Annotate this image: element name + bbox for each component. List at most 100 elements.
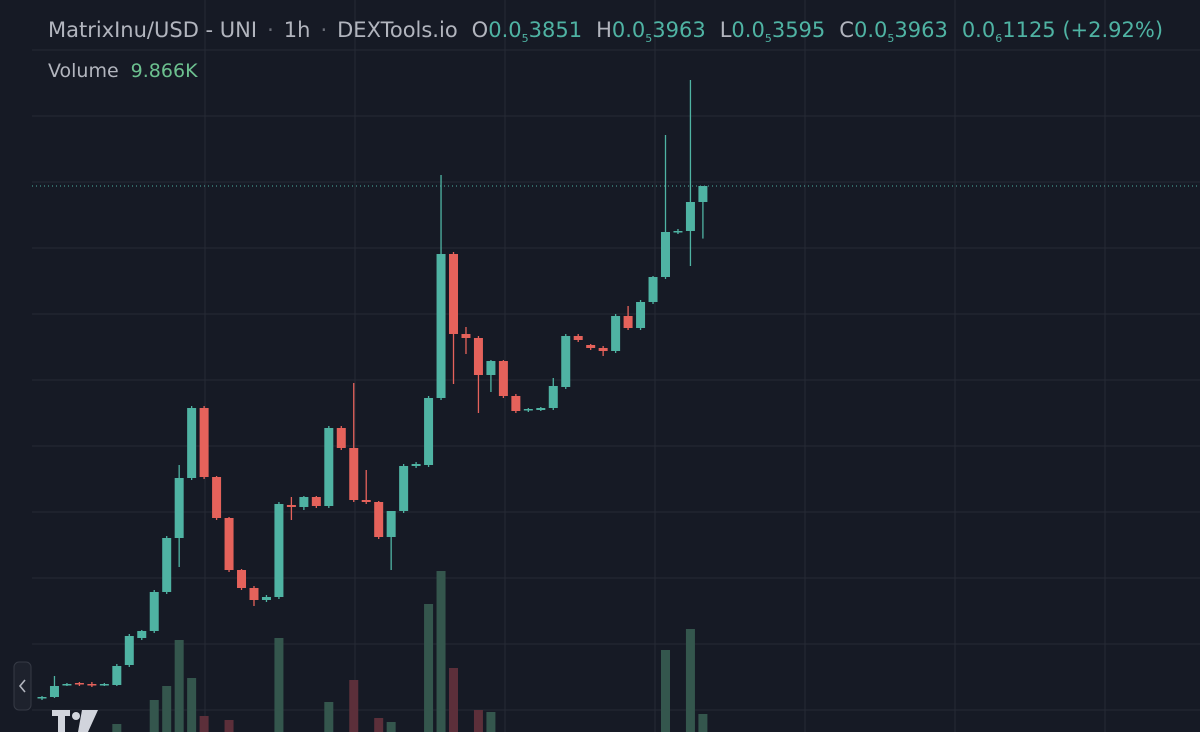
change-zeros: 6 bbox=[995, 32, 1003, 45]
candle-body bbox=[661, 232, 670, 277]
candle-body bbox=[386, 511, 396, 537]
candle-body bbox=[623, 316, 633, 328]
ohlc-item: H0.053963 bbox=[596, 18, 706, 45]
candle-body bbox=[162, 538, 172, 592]
change-lead: 0.0 bbox=[961, 18, 996, 42]
candle-body bbox=[461, 334, 471, 338]
candle-body bbox=[586, 345, 596, 348]
change-digits: 1125 bbox=[1002, 18, 1056, 42]
volume-bar bbox=[449, 668, 459, 732]
volume-bar bbox=[349, 680, 359, 732]
symbol: MatrixInu/USD - UNI bbox=[48, 18, 258, 42]
volume-bar bbox=[661, 650, 670, 732]
candle-body bbox=[361, 500, 371, 502]
volume-bar bbox=[199, 716, 209, 732]
change: 0.061125 (+2.92%) bbox=[962, 18, 1163, 45]
volume-bar bbox=[386, 722, 396, 732]
volume-bar bbox=[187, 678, 197, 732]
separator: · bbox=[267, 18, 274, 42]
volume-bar bbox=[324, 702, 334, 732]
volume-bar bbox=[436, 571, 446, 732]
ohlc-label: H bbox=[596, 18, 612, 42]
candle-body bbox=[498, 361, 508, 396]
candle-body bbox=[187, 408, 197, 478]
ohlc-digits: 3851 bbox=[528, 18, 583, 42]
candle-body bbox=[473, 338, 483, 375]
candle-body bbox=[399, 466, 409, 511]
volume-bar bbox=[162, 686, 172, 732]
candle-body bbox=[511, 396, 521, 411]
candle-body bbox=[124, 636, 134, 665]
separator: · bbox=[320, 18, 328, 42]
price-grid bbox=[32, 49, 1200, 711]
logo-part bbox=[72, 712, 80, 720]
source: DEXTools.io bbox=[337, 18, 458, 42]
candle-body bbox=[636, 302, 646, 328]
scroll-button[interactable] bbox=[13, 661, 32, 711]
ohlc-lead: 0.0 bbox=[853, 18, 888, 42]
ohlc-lead: 0.0 bbox=[488, 18, 522, 42]
ohlc-label: O bbox=[471, 18, 489, 42]
candle-body bbox=[436, 254, 446, 398]
candle-body bbox=[673, 231, 683, 233]
ohlc-lead: 0.0 bbox=[611, 18, 646, 42]
candle-body bbox=[224, 518, 234, 570]
volume-bars bbox=[112, 571, 708, 732]
candle-body bbox=[449, 254, 459, 334]
ohlc-item: L0.053595 bbox=[720, 18, 826, 45]
candle-body bbox=[548, 386, 558, 408]
ohlc-zeros: 5 bbox=[887, 32, 895, 45]
volume-bar bbox=[274, 638, 284, 732]
candle-body bbox=[261, 597, 271, 600]
candle-body bbox=[112, 666, 122, 685]
change-percent: (+2.92%) bbox=[1062, 18, 1164, 42]
ohlc-values: O0.053851 H0.053963 L0.053595 C0.053963 bbox=[458, 18, 948, 45]
volume-bar bbox=[174, 640, 184, 732]
candle-body bbox=[349, 448, 359, 500]
ohlc-lead: 0.0 bbox=[731, 18, 765, 42]
candle-body bbox=[299, 497, 309, 507]
candle-body bbox=[561, 336, 571, 387]
ohlc-digits: 3963 bbox=[894, 18, 948, 42]
ohlc-label: C bbox=[839, 18, 854, 42]
candle-body bbox=[137, 631, 147, 638]
candle-body bbox=[149, 592, 159, 631]
time-grid bbox=[204, 0, 1106, 732]
candle-body bbox=[698, 186, 708, 202]
candle-body bbox=[274, 504, 284, 597]
tv-logo bbox=[52, 710, 98, 732]
chevron-icon bbox=[18, 679, 26, 693]
candle-body bbox=[199, 408, 209, 477]
volume-label: Volume bbox=[48, 60, 119, 82]
candle-body bbox=[74, 683, 84, 685]
volume-bar bbox=[374, 718, 384, 732]
candle-body bbox=[486, 361, 496, 375]
candle-body bbox=[374, 502, 384, 537]
interval: 1h bbox=[283, 18, 311, 42]
ohlc-digits: 3963 bbox=[652, 18, 706, 42]
volume-bar bbox=[685, 629, 695, 732]
volume-bar bbox=[473, 710, 483, 732]
logo-part bbox=[78, 710, 98, 732]
volume-bar bbox=[698, 713, 708, 732]
volume-bar bbox=[486, 712, 496, 732]
candle-body bbox=[536, 408, 546, 410]
candle-body bbox=[237, 570, 247, 588]
candle-body bbox=[99, 684, 109, 686]
candle-body bbox=[611, 316, 621, 351]
legend-header: MatrixInu/USD - UNI · 1h · DEXTools.io O… bbox=[48, 18, 1163, 45]
candle-body bbox=[311, 497, 321, 506]
candle-body bbox=[411, 464, 421, 466]
candle-body bbox=[598, 348, 608, 351]
candle-body bbox=[648, 277, 658, 302]
candle-body bbox=[87, 684, 97, 686]
candle-body bbox=[49, 686, 59, 697]
candle-body bbox=[336, 428, 346, 448]
ohlc-zeros: 5 bbox=[764, 32, 772, 45]
volume-bar bbox=[424, 604, 434, 732]
candle-body bbox=[685, 202, 695, 231]
candle-body bbox=[286, 505, 296, 507]
candle-body bbox=[249, 588, 259, 600]
ohlc-digits: 3595 bbox=[771, 18, 826, 42]
